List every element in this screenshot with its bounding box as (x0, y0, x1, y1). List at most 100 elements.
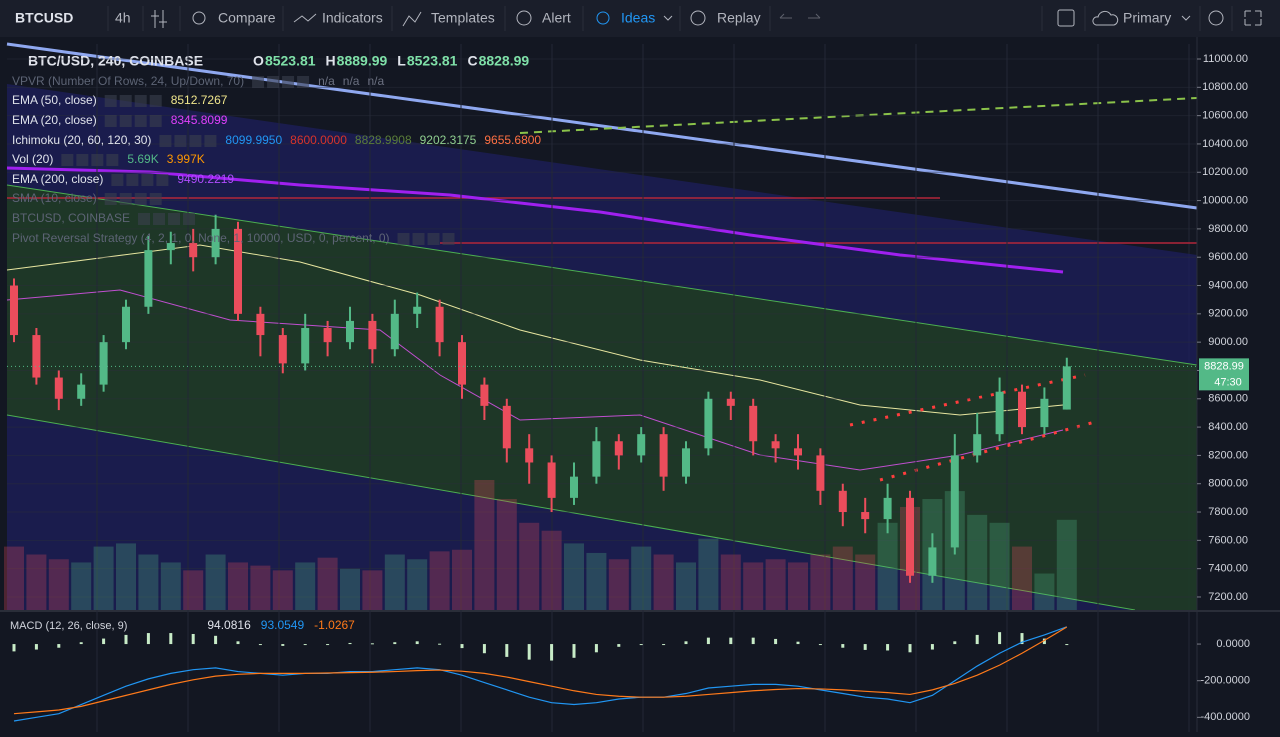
candle-body (861, 512, 870, 520)
macd-tick-label: -200.0000 (1200, 675, 1250, 687)
legend-text: Pivot Reversal Strategy (4, 2, 1, 0, Non… (12, 231, 390, 245)
volume-bar (429, 551, 450, 610)
legend-button[interactable] (119, 115, 132, 127)
ideas-dropdown[interactable] (663, 15, 673, 21)
legend-button[interactable] (149, 95, 162, 107)
y-tick-label: 10000.00 (1202, 194, 1248, 206)
replay-icon (690, 10, 706, 26)
legend-button[interactable] (149, 193, 162, 205)
candle-body (1018, 391, 1026, 428)
y-tick-label: 7800.00 (1208, 506, 1248, 518)
compare-icon (192, 11, 206, 25)
macd-hist (124, 634, 128, 645)
legend-button[interactable] (149, 115, 162, 127)
legend-button[interactable] (153, 213, 166, 225)
legend-text: 8099.9950 (225, 133, 282, 147)
macd-hist (370, 643, 374, 645)
legend-button[interactable] (427, 233, 440, 245)
legend-button[interactable] (134, 193, 147, 205)
legend-button[interactable] (297, 76, 310, 88)
volume-bar (138, 554, 159, 610)
legend-button[interactable] (174, 135, 187, 147)
candle-body (480, 384, 489, 406)
macd-hist (729, 637, 733, 645)
candle-body (614, 441, 623, 456)
legend-button[interactable] (119, 95, 132, 107)
legend-button[interactable] (397, 233, 410, 245)
legend-button[interactable] (126, 174, 139, 186)
candle-body (166, 243, 175, 251)
macd-hist (841, 644, 845, 648)
replay[interactable]: Replay (717, 10, 761, 26)
legend-button[interactable] (141, 174, 154, 186)
legend-button[interactable] (111, 174, 124, 186)
chart-type-icon[interactable] (151, 10, 167, 28)
legend-button[interactable] (442, 233, 455, 245)
y-tick-label: 8200.00 (1208, 449, 1248, 461)
toolbar-bg (0, 0, 1280, 37)
legend-text: Ichimoku (20, 60, 120, 30) (12, 133, 151, 147)
legend-button[interactable] (252, 76, 265, 88)
macd-hist (1020, 633, 1024, 645)
legend-button[interactable] (168, 213, 181, 225)
legend-button[interactable] (91, 154, 104, 166)
legend-button[interactable] (267, 76, 280, 88)
legend-button[interactable] (183, 213, 196, 225)
indicators-icon (293, 13, 317, 23)
candle-body (637, 434, 646, 456)
candle-body (726, 398, 735, 406)
legend-button[interactable] (104, 95, 117, 107)
macd-hist (146, 633, 150, 645)
candle-body (570, 476, 578, 498)
layout-dropdown[interactable] (1181, 15, 1191, 21)
legend-button[interactable] (106, 154, 119, 166)
legend-button[interactable] (119, 193, 132, 205)
legend-button[interactable] (104, 193, 117, 205)
legend-button[interactable] (412, 233, 425, 245)
last-price: 8828.99 (1204, 360, 1244, 372)
legend-button[interactable] (204, 135, 217, 147)
ideas[interactable]: Ideas (621, 10, 655, 26)
legend-button[interactable] (61, 154, 74, 166)
undo-redo[interactable] (779, 13, 821, 19)
templates[interactable]: Templates (431, 10, 495, 26)
macd-hist (258, 644, 262, 646)
indicators[interactable]: Indicators (322, 10, 383, 26)
last-price-box (1199, 358, 1249, 391)
macd-hist (617, 644, 621, 647)
candle-body (950, 455, 959, 548)
candle-body (278, 335, 287, 364)
maximize-icon[interactable] (1244, 10, 1262, 26)
legend-button[interactable] (134, 115, 147, 127)
legend-button[interactable] (159, 135, 172, 147)
ema-20 (6, 289, 1064, 471)
legend-text: C (467, 53, 477, 69)
legend-button[interactable] (189, 135, 202, 147)
compare[interactable]: Compare (218, 10, 276, 26)
y-tick-label: 10400.00 (1202, 138, 1248, 150)
cloud-icon (1092, 10, 1119, 26)
legend-button[interactable] (156, 174, 169, 186)
alert[interactable]: Alert (542, 10, 571, 26)
candle-body (1040, 398, 1049, 428)
settings-icon[interactable] (1208, 10, 1224, 26)
interval[interactable]: 4h (115, 10, 131, 26)
symbol[interactable]: BTCUSD (15, 10, 73, 26)
legend-text: 8523.81 (407, 53, 458, 69)
legend-button[interactable] (282, 76, 295, 88)
legend-text: 8512.7267 (171, 93, 228, 107)
legend-button[interactable] (76, 154, 89, 166)
legend-text: VPVR (Number Of Rows, 24, Up/Down, 70) (12, 74, 244, 88)
candle-body (592, 441, 601, 477)
legend-button[interactable] (138, 213, 151, 225)
volume-bar (116, 543, 136, 610)
layout-name[interactable]: Primary (1123, 10, 1171, 26)
fullscreen-box[interactable] (1057, 9, 1075, 27)
legend-text: 8600.0000 (290, 133, 347, 147)
legend-text: EMA (200, close) (12, 172, 103, 186)
macd-hist (818, 644, 822, 646)
legend-button[interactable] (134, 95, 147, 107)
candle-body (525, 448, 534, 463)
volume-bar (586, 552, 607, 610)
legend-button[interactable] (104, 115, 117, 127)
